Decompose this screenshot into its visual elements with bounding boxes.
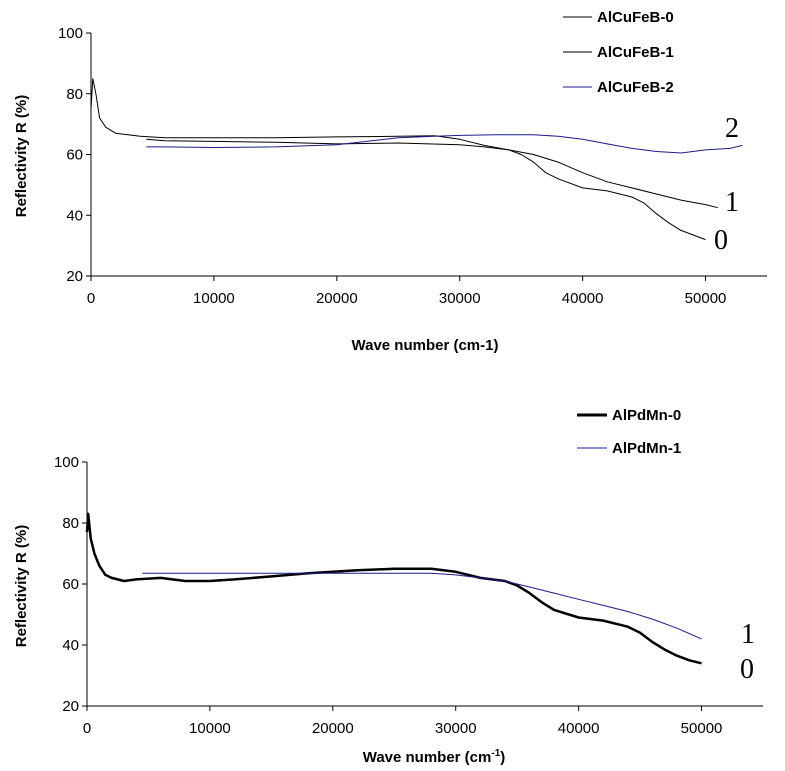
y-axis-label: Reflectivity R (%) (13, 525, 30, 648)
x-tick-label: 40000 (562, 290, 604, 307)
x-tick-label: 30000 (439, 290, 481, 307)
legend: AlCuFeB-0 AlCuFeB-1 AlCuFeB-2 (563, 9, 674, 96)
tick-labels: 20 40 60 80 100 0 10000 20000 30000 40000 50000 (54, 454, 722, 737)
y-tick-label: 100 (58, 25, 83, 42)
x-tick-label: 20000 (316, 290, 358, 307)
series-line-alpdmn-0 (85, 512, 702, 665)
x-tick-label: 50000 (685, 290, 727, 307)
y-tick-label: 80 (66, 86, 83, 103)
legend-label-alpdmn-1: AlPdMn-1 (612, 440, 681, 457)
legend-label-alcufeb-1: AlCuFeB-1 (597, 44, 674, 61)
series-line-alcufeb-0 (90, 78, 706, 241)
x-tick-label: 30000 (435, 720, 477, 737)
x-axis-label: Wave number (cm-1) (352, 337, 499, 354)
y-tick-label: 80 (62, 515, 79, 532)
legend-label-alcufeb-2: AlCuFeB-2 (597, 79, 674, 96)
y-tick-label: 40 (66, 207, 83, 224)
y-tick-label: 40 (62, 637, 79, 654)
x-tick-label: 0 (83, 720, 91, 737)
series-line-alcufeb-1 (146, 138, 718, 209)
y-tick-label: 60 (62, 576, 79, 593)
legend-label-alcufeb-0: AlCuFeB-0 (597, 9, 674, 26)
x-tick-label: 10000 (189, 720, 231, 737)
curve-label-alcufeb-2: 2 (725, 113, 739, 144)
series-line-alpdmn-1 (142, 572, 702, 640)
x-tick-label: 0 (87, 290, 95, 307)
y-tick-label: 60 (66, 147, 83, 164)
x-axis-label: Wave number (cm-1) (363, 748, 506, 766)
plot-area (85, 512, 702, 665)
legend: AlPdMn-0 AlPdMn-1 (577, 407, 681, 457)
tick-labels: 20 40 60 80 100 0 10000 20000 30000 40000 50000 (58, 25, 726, 307)
legend-label-alpdmn-0: AlPdMn-0 (612, 407, 681, 424)
series-line-alcufeb-2 (146, 134, 743, 154)
x-tick-label: 40000 (558, 720, 600, 737)
x-tick-label: 20000 (312, 720, 354, 737)
curve-label-alpdmn-1: 1 (741, 619, 755, 650)
x-tick-label: 10000 (193, 290, 235, 307)
x-tick-label: 50000 (681, 720, 723, 737)
chart-alpdmn: 20 40 60 80 100 0 10000 20000 30000 40000 50000 Re… (13, 407, 763, 766)
plot-area (90, 78, 743, 241)
y-tick-label: 20 (62, 698, 79, 715)
curve-label-alcufeb-1: 1 (725, 187, 739, 218)
curve-label-alcufeb-0: 0 (714, 225, 728, 256)
curve-label-alpdmn-0: 0 (740, 654, 754, 685)
y-axis-label: Reflectivity R (%) (13, 95, 30, 218)
y-tick-label: 20 (66, 268, 83, 285)
y-tick-label: 100 (54, 454, 79, 471)
